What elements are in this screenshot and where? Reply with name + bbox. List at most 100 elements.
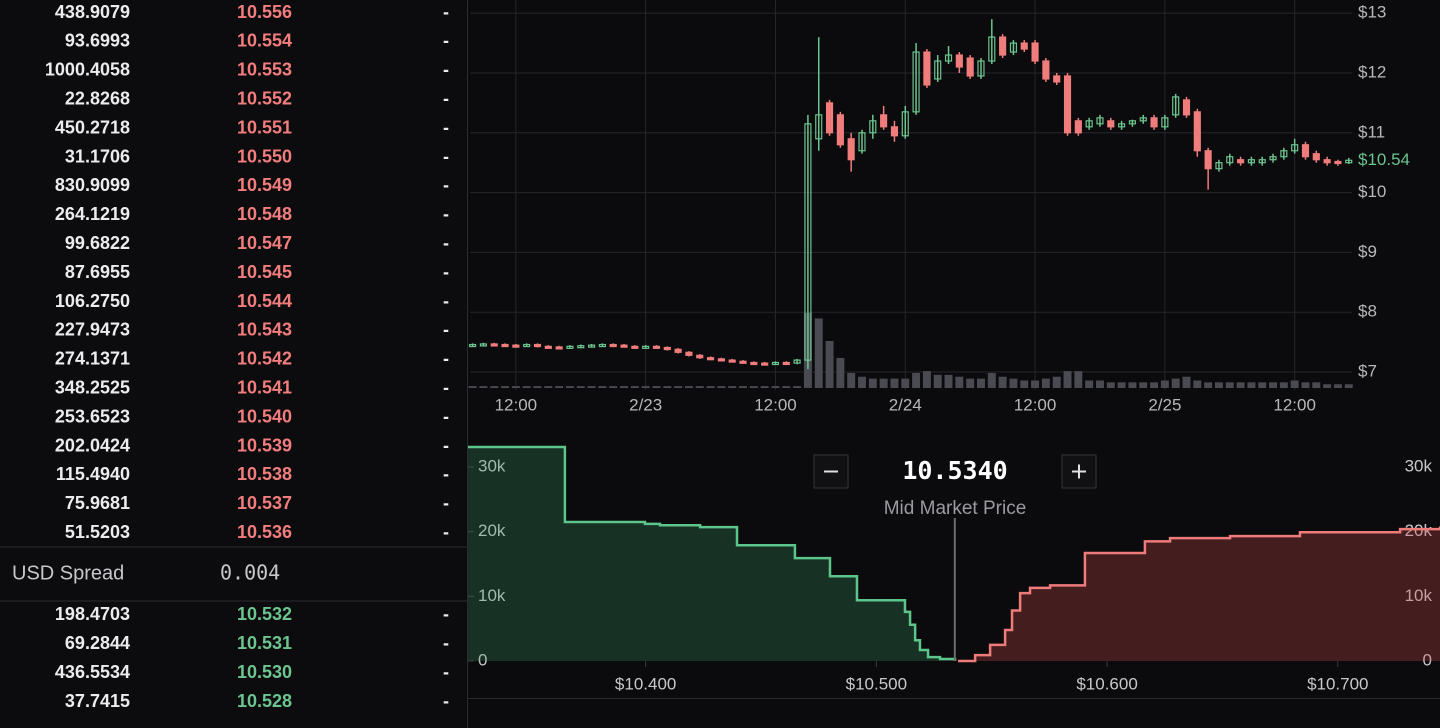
candle-body bbox=[1182, 99, 1191, 116]
candle-body bbox=[901, 111, 909, 137]
candle-body bbox=[490, 343, 498, 347]
candle-body bbox=[1128, 120, 1136, 125]
y-tick-label: $12 bbox=[1358, 62, 1386, 81]
volume-bar bbox=[1312, 382, 1321, 388]
order-price: 10.537 bbox=[237, 493, 292, 513]
order-total: - bbox=[443, 604, 449, 624]
volume-bar bbox=[706, 386, 715, 388]
volume-bar bbox=[684, 386, 693, 388]
order-size: 93.6993 bbox=[65, 31, 130, 51]
spread-label: USD Spread bbox=[12, 562, 124, 584]
volume-bar bbox=[1269, 382, 1278, 388]
candle-body bbox=[1280, 150, 1288, 158]
order-total: - bbox=[443, 233, 449, 253]
candle-body bbox=[1345, 159, 1353, 164]
x-tick-label: 2/23 bbox=[629, 395, 662, 414]
candle-body bbox=[739, 360, 747, 364]
y-tick-label: 0 bbox=[478, 650, 487, 669]
candle-body bbox=[1031, 42, 1039, 62]
x-tick-label: $10.700 bbox=[1307, 674, 1368, 693]
volume-bar bbox=[1150, 382, 1159, 388]
order-total: - bbox=[443, 117, 449, 137]
candle-body bbox=[577, 345, 585, 349]
volume-bar bbox=[1333, 384, 1342, 388]
volume-bar bbox=[717, 386, 726, 388]
volume-bar bbox=[728, 386, 737, 388]
volume-bar bbox=[1247, 382, 1256, 388]
volume-bar bbox=[966, 378, 975, 388]
order-total: - bbox=[443, 291, 449, 311]
volume-bar bbox=[1074, 371, 1083, 388]
x-tick-label: $10.400 bbox=[615, 674, 676, 693]
candle-body bbox=[588, 344, 596, 348]
candle-body bbox=[728, 359, 736, 363]
volume-bar bbox=[879, 378, 888, 388]
candle-body bbox=[793, 359, 801, 364]
order-total: - bbox=[443, 406, 449, 426]
volume-bar bbox=[1204, 382, 1213, 388]
candle-body bbox=[479, 343, 487, 347]
volume-bar bbox=[998, 376, 1007, 388]
order-total: - bbox=[443, 377, 449, 397]
order-total: - bbox=[443, 146, 449, 166]
volume-bar bbox=[641, 386, 650, 388]
order-size: 227.9473 bbox=[55, 320, 130, 340]
volume-bar bbox=[858, 376, 866, 388]
volume-bar bbox=[1041, 378, 1050, 388]
candle-body bbox=[1020, 42, 1028, 50]
order-size: 202.0424 bbox=[55, 435, 130, 455]
volume-bar bbox=[468, 386, 477, 388]
candle-body bbox=[609, 343, 617, 348]
order-total: - bbox=[443, 320, 449, 340]
candle-body bbox=[1237, 159, 1245, 164]
order-total: - bbox=[443, 262, 449, 282]
candle-body bbox=[469, 343, 477, 348]
order-size: 274.1371 bbox=[55, 349, 130, 369]
bids-line bbox=[468, 445, 957, 661]
volume-bar bbox=[490, 386, 499, 388]
order-total: - bbox=[443, 691, 449, 711]
volume-bar bbox=[987, 372, 996, 388]
order-total: - bbox=[443, 493, 449, 513]
y-tick-label: 30k bbox=[478, 456, 506, 475]
volume-bar bbox=[1182, 376, 1191, 388]
candle-body bbox=[1161, 117, 1169, 128]
candle-body bbox=[1247, 159, 1255, 164]
candle-body bbox=[782, 361, 790, 366]
volume-bar bbox=[922, 371, 931, 388]
candle-body bbox=[1150, 117, 1158, 128]
volume-bar bbox=[782, 386, 791, 388]
candle-body bbox=[1269, 156, 1277, 161]
volume-bar bbox=[1236, 382, 1245, 388]
order-price: 10.536 bbox=[237, 522, 292, 542]
volume-bar bbox=[739, 386, 747, 388]
order-size: 106.2750 bbox=[55, 291, 130, 311]
order-price: 10.530 bbox=[237, 662, 292, 682]
order-price: 10.543 bbox=[237, 320, 292, 340]
candle-body bbox=[1118, 123, 1126, 128]
y-tick-label-right: 30k bbox=[1405, 456, 1433, 475]
candle-body bbox=[1291, 144, 1299, 152]
volume-bar bbox=[1193, 380, 1202, 388]
candle-body bbox=[1107, 120, 1115, 128]
candle-body bbox=[955, 54, 963, 68]
candle-body bbox=[1334, 160, 1342, 165]
candle-body bbox=[717, 358, 725, 362]
volume-bar bbox=[847, 372, 856, 388]
candle-body bbox=[1053, 75, 1061, 83]
order-size: 69.2844 bbox=[65, 633, 130, 653]
candle-body bbox=[1226, 156, 1234, 164]
volume-bar bbox=[771, 386, 780, 388]
volume-bar bbox=[977, 378, 985, 388]
candle-body bbox=[663, 346, 671, 351]
x-tick-label: 2/25 bbox=[1148, 395, 1181, 414]
volume-bar bbox=[1052, 376, 1061, 388]
candle-body bbox=[1085, 120, 1093, 128]
candle-body bbox=[1172, 96, 1180, 116]
volume-bar bbox=[565, 386, 574, 388]
candle-body bbox=[1096, 117, 1104, 125]
y-tick-label: 10k bbox=[478, 586, 506, 605]
volume-bar bbox=[1063, 371, 1072, 388]
order-price: 10.554 bbox=[237, 31, 292, 51]
